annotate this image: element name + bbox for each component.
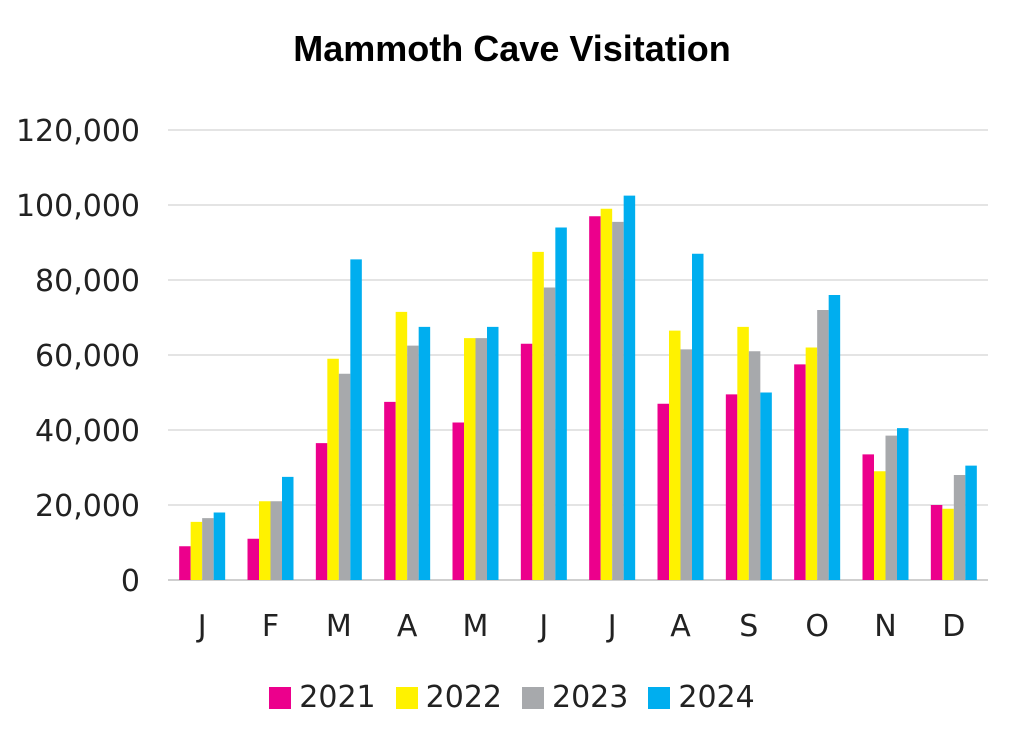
legend-item: 2022 <box>395 680 502 715</box>
y-tick-label: 20,000 <box>35 489 140 524</box>
bar-2024-2 <box>350 259 362 580</box>
y-tick-label: 0 <box>121 564 140 599</box>
bar-2022-4 <box>464 338 476 580</box>
bar-2023-2 <box>338 373 351 580</box>
bar-2024-5 <box>555 227 567 580</box>
legend-swatch <box>648 686 671 709</box>
bar-2023-11 <box>953 475 966 580</box>
bar-2022-10 <box>874 471 886 580</box>
legend-label: 2024 <box>678 680 755 715</box>
legend-label: 2022 <box>425 680 502 715</box>
x-category-label: J <box>537 609 548 644</box>
bar-2024-7 <box>692 253 704 580</box>
y-tick-label: 100,000 <box>16 189 140 224</box>
bar-2024-8 <box>760 392 772 580</box>
y-tick-label: 40,000 <box>35 414 140 449</box>
legend-swatch <box>269 686 292 709</box>
bar-2023-4 <box>475 338 487 580</box>
bar-2021-2 <box>315 443 328 580</box>
bar-2023-7 <box>680 349 692 580</box>
bar-2021-9 <box>794 364 806 580</box>
y-tick-label: 60,000 <box>35 339 140 374</box>
bar-2024-6 <box>623 195 636 580</box>
legend-swatch <box>395 686 418 709</box>
legend-label: 2021 <box>299 680 376 715</box>
x-category-label: A <box>397 609 418 644</box>
bar-2024-1 <box>282 476 294 580</box>
x-category-label: M <box>463 609 489 644</box>
y-tick-label: 80,000 <box>35 264 140 299</box>
bar-2023-0 <box>202 518 214 580</box>
bar-2022-5 <box>532 251 544 580</box>
bar-2024-10 <box>897 428 909 580</box>
bar-2022-9 <box>805 347 818 580</box>
bar-2021-0 <box>179 546 191 580</box>
bar-2021-8 <box>725 394 738 580</box>
x-category-label: O <box>805 609 829 644</box>
bar-2021-6 <box>589 216 601 580</box>
bar-2022-7 <box>669 330 681 580</box>
bar-2022-0 <box>190 521 203 580</box>
bar-2022-8 <box>737 326 749 580</box>
bars <box>179 195 977 580</box>
legend-item: 2024 <box>648 680 755 715</box>
bar-2021-3 <box>384 401 396 580</box>
chart-title: Mammoth Cave Visitation <box>293 28 731 69</box>
bar-2022-2 <box>327 358 339 580</box>
bar-2022-3 <box>395 311 408 580</box>
bar-2023-3 <box>407 345 419 580</box>
bar-2024-4 <box>487 326 499 580</box>
x-category-label: D <box>942 609 965 644</box>
x-category-label: J <box>196 609 207 644</box>
legend-swatch <box>522 686 544 709</box>
bar-2022-1 <box>259 501 271 580</box>
legend: 2021 2022 2023 2024 <box>0 680 1024 715</box>
bar-2022-6 <box>600 208 613 580</box>
legend-item: 2021 <box>269 680 376 715</box>
bar-2021-7 <box>657 403 669 580</box>
bar-2021-11 <box>930 505 943 580</box>
x-category-label: S <box>739 609 758 644</box>
legend-item: 2023 <box>522 680 628 715</box>
bar-2021-4 <box>452 422 464 580</box>
bar-2024-9 <box>828 295 841 580</box>
bar-2021-5 <box>520 343 533 580</box>
x-category-label: A <box>670 609 691 644</box>
y-axis-ticks: 0 20,000 40,000 60,000 80,000 100,000 120,000 <box>16 114 140 599</box>
bar-2021-10 <box>862 454 874 580</box>
bar-2023-1 <box>270 501 282 580</box>
bar-2023-10 <box>885 435 897 580</box>
legend-label: 2023 <box>552 680 629 715</box>
x-category-label: N <box>874 609 896 644</box>
y-tick-label: 120,000 <box>16 114 140 149</box>
bar-2024-11 <box>965 465 977 580</box>
bar-2023-6 <box>612 221 624 580</box>
bar-2024-0 <box>213 512 226 580</box>
bar-2023-9 <box>817 310 829 580</box>
gridlines <box>168 129 988 581</box>
x-category-label: J <box>606 609 617 644</box>
bar-2023-5 <box>543 287 556 580</box>
bar-2024-3 <box>418 326 431 580</box>
x-category-label: M <box>326 609 352 644</box>
bar-2023-8 <box>748 351 761 580</box>
bar-2022-11 <box>942 508 954 580</box>
x-category-label: F <box>262 609 279 644</box>
bar-2021-1 <box>247 538 259 580</box>
